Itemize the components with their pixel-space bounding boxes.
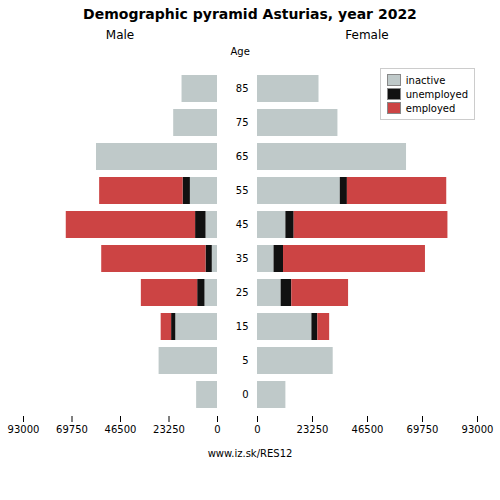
svg-text:93000: 93000 — [8, 424, 40, 435]
svg-text:46500: 46500 — [105, 424, 137, 435]
svg-text:35: 35 — [236, 253, 249, 264]
svg-text:69750: 69750 — [407, 424, 439, 435]
svg-text:75: 75 — [236, 117, 249, 128]
svg-text:Age: Age — [231, 46, 250, 57]
svg-text:25: 25 — [236, 287, 249, 298]
html-text:inactive: inactive — [405, 74, 446, 86]
html-text:Female: Female — [345, 28, 389, 42]
svg-text:93000: 93000 — [462, 424, 494, 435]
html-text:www.iz.sk/RES12: www.iz.sk/RES12 — [207, 448, 293, 459]
svg-text:45: 45 — [236, 219, 249, 230]
svg-text:0: 0 — [214, 424, 220, 435]
svg-text:23250: 23250 — [153, 424, 185, 435]
html-text:Male: Male — [105, 28, 135, 42]
svg-text:0: 0 — [242, 389, 248, 400]
html-text:employed: employed — [405, 102, 456, 114]
html-text:Demographic pyramid Asturias,: Demographic pyramid Asturias, year 2022 — [83, 6, 417, 22]
svg-text:65: 65 — [236, 151, 249, 162]
svg-text:15: 15 — [236, 321, 249, 332]
html-text:unemployed: unemployed — [405, 88, 468, 100]
svg-text:46500: 46500 — [352, 424, 384, 435]
svg-text:0: 0 — [254, 424, 260, 435]
svg-text:85: 85 — [236, 83, 249, 94]
svg-text:69750: 69750 — [56, 424, 88, 435]
svg-text:55: 55 — [236, 185, 249, 196]
svg-text:23250: 23250 — [297, 424, 329, 435]
svg-text:5: 5 — [242, 355, 248, 366]
